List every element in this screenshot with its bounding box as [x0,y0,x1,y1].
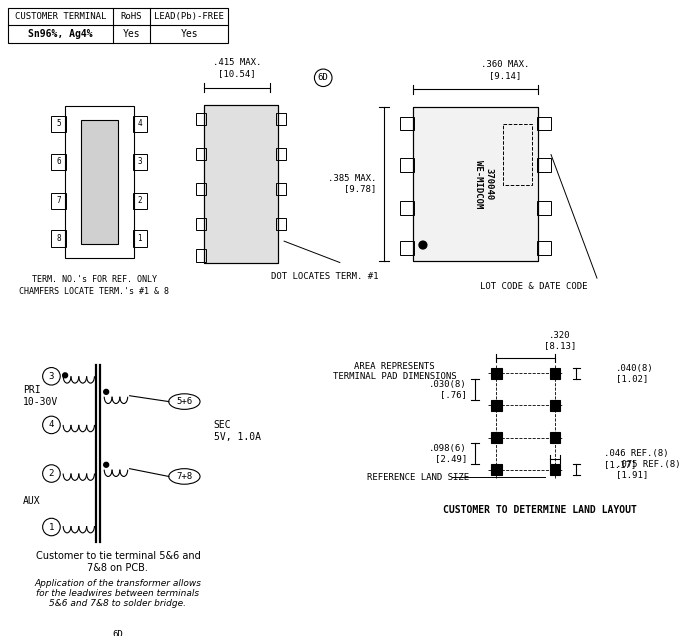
Text: Sn96%, Ag4%: Sn96%, Ag4% [28,29,93,39]
Text: 7+8: 7+8 [176,472,193,481]
Circle shape [43,368,60,385]
Bar [196,113,206,125]
Bar [51,230,66,247]
Text: 1: 1 [138,234,142,243]
Bar [537,201,551,215]
Text: .030(8)
[.76]: .030(8) [.76] [429,380,467,399]
Text: .046 REF.(8)
[1.17]: .046 REF.(8) [1.17] [604,449,668,469]
Text: AREA REPRESENTS
TERMINAL PAD DIMENSIONS: AREA REPRESENTS TERMINAL PAD DIMENSIONS [333,362,457,381]
Bar [550,432,561,443]
Bar [132,230,147,247]
Bar [65,106,134,258]
Bar [413,107,538,261]
Text: Yes: Yes [180,29,198,39]
Bar [51,193,66,209]
Text: 5+6: 5+6 [176,397,193,406]
Text: Application of the transformer allows
for the leadwires between terminals
5&6 an: Application of the transformer allows fo… [35,579,202,609]
Circle shape [43,416,60,434]
Text: 6D: 6D [112,630,123,636]
Text: 6D: 6D [318,73,328,82]
Text: .098(6)
[2.49]: .098(6) [2.49] [429,444,467,463]
Bar [413,107,538,261]
Bar [196,183,206,195]
Circle shape [62,373,68,378]
Text: DOT LOCATES TERM. #1: DOT LOCATES TERM. #1 [272,272,379,280]
Bar [132,116,147,132]
Text: LEAD(Pb)-FREE: LEAD(Pb)-FREE [155,12,225,21]
Bar [132,154,147,170]
Bar [503,125,532,184]
Bar [277,113,286,125]
Text: 2: 2 [49,469,54,478]
Text: 1: 1 [49,523,54,532]
Bar [537,158,551,172]
Bar [277,183,286,195]
Text: LOT CODE & DATE CODE: LOT CODE & DATE CODE [480,282,587,291]
Bar [196,218,206,230]
Text: .385 MAX.
[9.78]: .385 MAX. [9.78] [328,174,376,193]
Text: 8: 8 [56,234,61,243]
Text: PRI
10-30V: PRI 10-30V [23,385,58,406]
Bar [491,464,502,475]
Text: 3: 3 [49,372,54,381]
Bar [51,154,66,170]
Bar [401,241,414,255]
Circle shape [104,389,109,394]
Circle shape [43,465,60,482]
Bar [550,464,561,475]
Text: RoHS: RoHS [121,12,142,21]
Bar [401,201,414,215]
Text: 3: 3 [138,157,142,167]
Bar [277,218,286,230]
Bar [204,105,279,263]
Bar [51,116,66,132]
Text: .320
[8.13]: .320 [8.13] [544,331,576,350]
Bar [196,148,206,160]
Circle shape [315,69,332,86]
Bar [401,158,414,172]
Circle shape [43,518,60,536]
Text: .040(8)
[1.02]: .040(8) [1.02] [615,364,653,383]
Text: CUSTOMER TERMINAL: CUSTOMER TERMINAL [15,12,107,21]
Text: .415 MAX.
[10.54]: .415 MAX. [10.54] [213,59,261,78]
Text: REFERENCE LAND SIZE: REFERENCE LAND SIZE [367,473,469,482]
Text: 2: 2 [138,197,142,205]
Bar [537,241,551,255]
Text: AUX: AUX [23,495,41,506]
Text: 4: 4 [49,420,54,429]
Bar [491,368,502,378]
Text: CHAMFERS LOCATE TERM.'s #1 & 8: CHAMFERS LOCATE TERM.'s #1 & 8 [19,287,170,296]
Text: 5: 5 [56,120,61,128]
Text: Customer to tie terminal 5&6 and
7&8 on PCB.: Customer to tie terminal 5&6 and 7&8 on … [35,551,200,573]
Text: 7: 7 [56,197,61,205]
Text: SEC
5V, 1.0A: SEC 5V, 1.0A [213,420,261,441]
Circle shape [419,241,427,249]
Text: 6: 6 [56,157,61,167]
Ellipse shape [169,469,200,484]
Bar [491,400,502,411]
Bar [81,120,118,244]
Bar [401,116,414,130]
Bar [277,148,286,160]
Text: TERM. NO.'s FOR REF. ONLY: TERM. NO.'s FOR REF. ONLY [32,275,157,284]
Bar [196,249,206,261]
Bar [132,193,147,209]
Text: .360 MAX.
[9.14]: .360 MAX. [9.14] [481,60,529,80]
Text: 370040
WE-MIDCOM: 370040 WE-MIDCOM [474,160,493,208]
Text: CUSTOMER TO DETERMINE LAND LAYOUT: CUSTOMER TO DETERMINE LAND LAYOUT [444,506,637,516]
Text: Yes: Yes [123,29,141,39]
Bar [550,400,561,411]
Bar [491,432,502,443]
Circle shape [109,626,127,636]
Text: 4: 4 [138,120,142,128]
Ellipse shape [169,394,200,410]
Bar [537,116,551,130]
Bar [8,8,229,43]
Text: .075 REF.(8)
[1.91]: .075 REF.(8) [1.91] [615,460,680,480]
Bar [550,368,561,378]
Bar [204,105,279,263]
Circle shape [104,462,109,467]
